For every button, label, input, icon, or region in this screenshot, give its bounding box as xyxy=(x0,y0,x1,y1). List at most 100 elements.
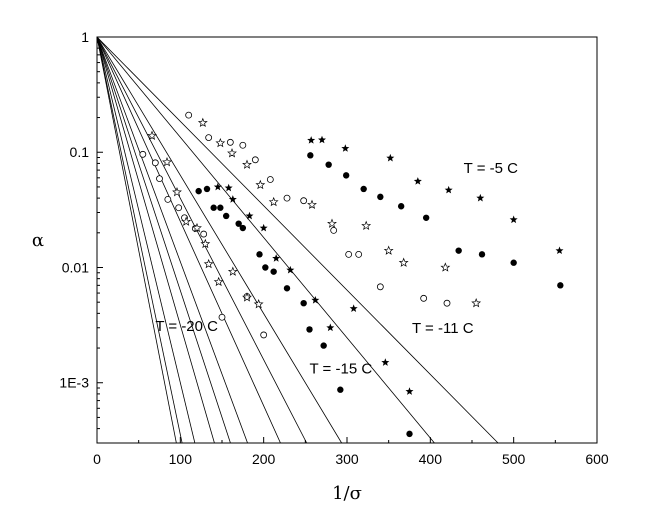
x-tick-label: 300 xyxy=(335,451,359,467)
data-point-filled-circle xyxy=(203,185,211,193)
fit-line xyxy=(97,37,342,443)
data-point-filled-circle xyxy=(270,268,277,275)
data-point-open-star xyxy=(242,292,252,302)
x-tick-label: 0 xyxy=(93,451,101,467)
fit-line xyxy=(97,37,196,443)
data-point-filled-circle xyxy=(455,247,462,254)
data-point-filled-star xyxy=(318,135,326,144)
data-point-open-star xyxy=(147,130,157,140)
data-point-open-star xyxy=(172,187,182,197)
data-point-open-star xyxy=(383,245,394,255)
data-point-open-circle xyxy=(283,194,291,202)
data-point-filled-circle xyxy=(406,430,413,438)
data-point-filled-circle xyxy=(397,203,405,210)
data-point-filled-circle xyxy=(283,285,291,292)
data-point-filled-circle xyxy=(307,152,314,159)
data-point-open-circle xyxy=(266,176,274,183)
data-point-filled-circle xyxy=(239,224,247,232)
data-point-filled-circle xyxy=(300,299,307,307)
data-point-filled-star xyxy=(341,144,350,152)
fit-line xyxy=(97,37,183,443)
data-point-open-star xyxy=(398,257,409,267)
data-point-open-circle xyxy=(251,156,259,164)
data-point-filled-star xyxy=(509,215,518,224)
fit-line xyxy=(97,37,499,443)
data-point-filled-star xyxy=(286,265,295,274)
series-annotation: T = -11 C xyxy=(412,320,474,337)
data-point-open-circle xyxy=(151,159,159,167)
data-point-open-circle xyxy=(139,150,147,158)
data-point-open-star xyxy=(327,218,337,228)
data-point-filled-circle xyxy=(217,204,224,211)
data-point-open-circle xyxy=(175,204,183,212)
data-point-filled-circle xyxy=(478,251,486,258)
fit-line xyxy=(97,37,281,443)
x-tick-label: 200 xyxy=(252,451,276,467)
data-point-open-star xyxy=(268,196,279,207)
x-axis-title: 1/σ xyxy=(332,483,362,504)
data-point-open-circle xyxy=(205,134,213,141)
data-point-filled-star xyxy=(349,304,358,312)
fit-line xyxy=(97,37,231,443)
data-point-filled-star xyxy=(405,387,414,395)
data-point-filled-star xyxy=(311,296,320,304)
data-point-open-star xyxy=(192,222,202,233)
fit-line xyxy=(97,37,177,443)
data-point-filled-circle xyxy=(222,212,230,220)
fit-line xyxy=(97,37,435,443)
data-point-filled-circle xyxy=(422,214,430,221)
data-point-open-star xyxy=(197,117,208,128)
series-annotation: T = -15 C xyxy=(310,361,373,378)
fit-line xyxy=(97,37,308,443)
data-point-filled-circle xyxy=(510,259,517,266)
data-point-filled-star xyxy=(228,195,237,203)
data-point-filled-star xyxy=(307,136,316,144)
data-point-filled-circle xyxy=(256,251,263,258)
series-annotation: T = -20 C xyxy=(155,318,218,335)
data-point-filled-star xyxy=(444,185,453,194)
data-point-open-circle xyxy=(156,175,163,183)
data-point-open-star xyxy=(215,137,226,148)
data-point-filled-star xyxy=(224,183,233,192)
data-point-open-circle xyxy=(185,111,193,119)
fit-line xyxy=(97,37,248,443)
x-tick-label: 500 xyxy=(502,451,526,467)
data-point-open-star xyxy=(213,276,224,287)
series-annotation: T = -5 C xyxy=(464,160,518,177)
data-point-open-circle xyxy=(218,313,226,321)
data-point-open-circle xyxy=(260,331,268,339)
data-point-filled-circle xyxy=(337,386,344,393)
data-point-filled-star xyxy=(326,323,335,332)
data-point-filled-circle xyxy=(557,282,564,289)
annotations: T = -5 C T = -11 C T = -15 C T = -20 C xyxy=(155,160,518,378)
fit-lines xyxy=(97,37,499,443)
data-point-open-star xyxy=(242,159,252,169)
data-point-filled-circle xyxy=(195,187,202,195)
y-tick-label: 1E-3 xyxy=(59,375,89,391)
y-tick-label: 0.01 xyxy=(62,259,89,275)
data-point-open-circle xyxy=(330,226,338,234)
data-point-open-circle xyxy=(226,138,234,146)
data-point-open-star xyxy=(440,262,451,272)
data-point-filled-circle xyxy=(342,172,350,179)
data-point-filled-circle xyxy=(325,161,332,168)
data-point-filled-circle xyxy=(262,264,269,271)
data-point-open-star xyxy=(203,258,214,269)
x-tick-label: 400 xyxy=(419,451,443,467)
data-point-filled-star xyxy=(413,177,422,185)
x-axis: 0 100 200 300 400 500 600 xyxy=(93,437,609,467)
data-point-filled-star xyxy=(386,153,395,162)
x-tick-label: 600 xyxy=(585,451,609,467)
data-point-open-star xyxy=(307,199,317,209)
data-point-open-star xyxy=(181,216,192,226)
data-point-open-circle xyxy=(376,283,384,291)
data-point-filled-circle xyxy=(210,204,217,211)
data-point-filled-star xyxy=(245,211,254,220)
data-point-filled-circle xyxy=(377,193,384,201)
y-axis: 1 0.1 0.01 1E-3 xyxy=(59,29,103,444)
data-point-filled-star xyxy=(476,193,485,202)
data-point-filled-star xyxy=(381,358,390,366)
data-point-filled-star xyxy=(259,223,268,232)
data-point-filled-circle xyxy=(306,326,313,333)
